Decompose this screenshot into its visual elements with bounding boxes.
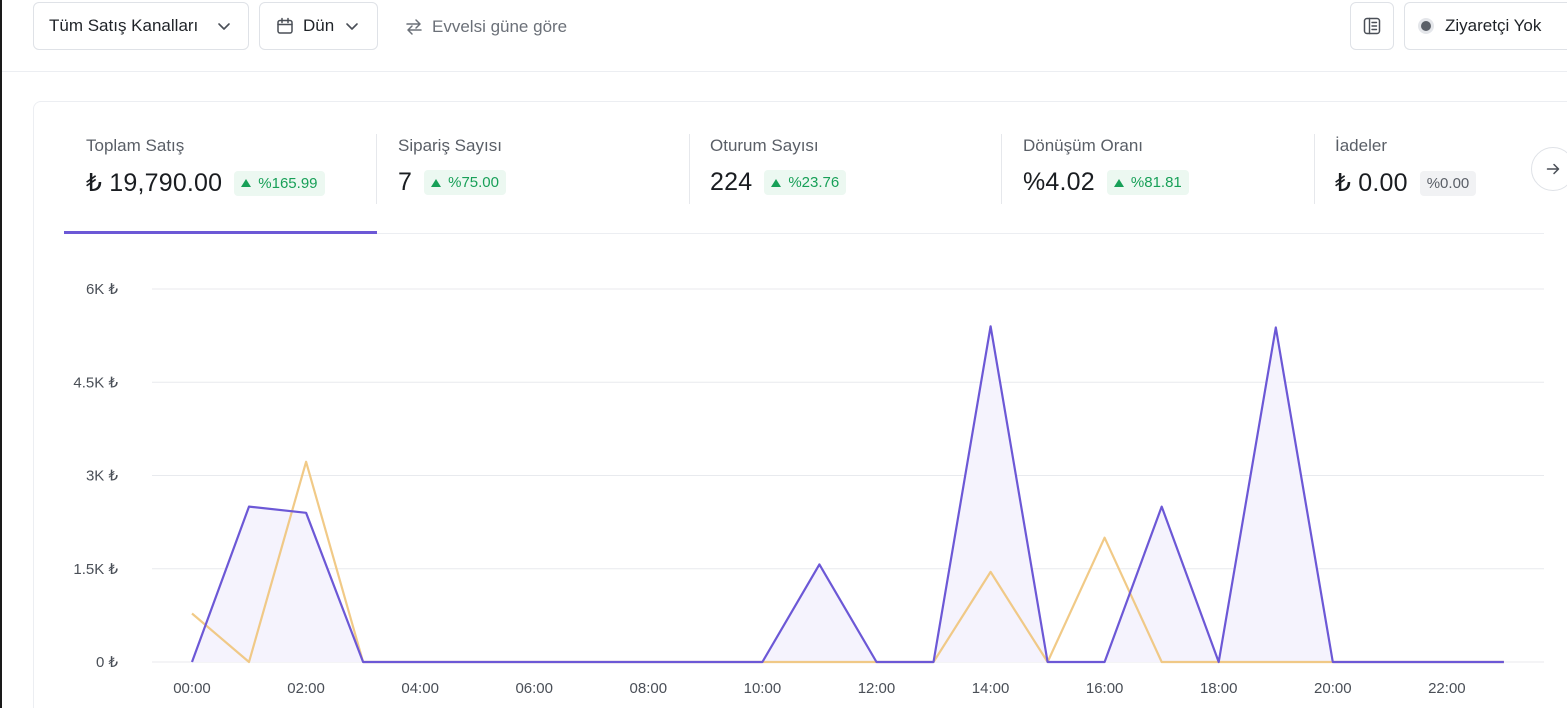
current-series-line xyxy=(190,325,1504,664)
metric-tab-refunds[interactable]: İadeler ₺ 0.00 %0.00 xyxy=(1335,132,1477,204)
top-toolbar: Tüm Satış Kanalları Dün Evvelsi güne gör… xyxy=(2,0,1567,72)
chevron-down-icon xyxy=(346,23,358,30)
swap-arrows-icon xyxy=(406,19,422,35)
compare-toggle[interactable]: Evvelsi güne göre xyxy=(404,14,567,40)
change-value: %165.99 xyxy=(258,174,318,192)
x-tick-label: 18:00 xyxy=(1200,680,1238,697)
live-visitors-button[interactable]: Ziyaretçi Yok xyxy=(1404,2,1567,50)
metric-label: Sipariş Sayısı xyxy=(398,136,502,155)
x-tick-label: 22:00 xyxy=(1428,680,1466,697)
change-badge: %0.00 xyxy=(1419,170,1477,196)
date-range-label: Dün xyxy=(303,16,335,35)
date-range-dropdown[interactable]: Dün xyxy=(259,2,378,50)
metric-divider xyxy=(1001,134,1002,204)
trend-up-icon xyxy=(771,178,782,187)
change-value: %23.76 xyxy=(788,174,840,191)
x-tick-label: 02:00 xyxy=(287,680,325,697)
metric-value: ₺ 0.00 xyxy=(1335,169,1408,197)
x-tick-label: 10:00 xyxy=(744,680,782,697)
arrow-right-icon xyxy=(1546,163,1560,175)
visitor-label: Ziyaretçi Yok xyxy=(1445,16,1542,35)
change-value: %0.00 xyxy=(1426,174,1470,192)
metric-value: 224 xyxy=(710,168,753,196)
x-tick-label: 16:00 xyxy=(1086,680,1124,697)
metric-divider xyxy=(1314,134,1315,204)
metric-tab-total-sales[interactable]: Toplam Satış ₺ 19,790.00 %165.99 xyxy=(86,132,325,204)
chevron-down-icon xyxy=(218,23,230,30)
metric-tabs: Toplam Satış ₺ 19,790.00 %165.99 Sipariş… xyxy=(64,102,1567,234)
calendar-icon xyxy=(277,17,293,34)
current-series-area xyxy=(192,326,1504,662)
metric-label: Dönüşüm Oranı xyxy=(1023,136,1143,155)
status-dot-icon xyxy=(1421,21,1431,31)
active-tab-indicator xyxy=(64,231,377,234)
compare-label: Evvelsi güne göre xyxy=(432,17,568,36)
y-tick-label: 0 ₺ xyxy=(96,654,119,671)
y-tick-label: 6K ₺ xyxy=(86,281,119,298)
x-tick-label: 20:00 xyxy=(1314,680,1352,697)
change-badge: %165.99 xyxy=(234,170,325,196)
change-badge: %81.81 xyxy=(1106,170,1189,195)
x-tick-label: 04:00 xyxy=(401,680,439,697)
change-value: %81.81 xyxy=(1130,174,1182,191)
x-tick-label: 08:00 xyxy=(630,680,668,697)
trend-up-icon xyxy=(241,179,252,187)
metric-divider xyxy=(376,134,377,204)
trend-up-icon xyxy=(1113,178,1124,187)
metric-label: Oturum Sayısı xyxy=(710,136,819,155)
trend-up-icon xyxy=(431,178,442,187)
sales-channel-label: Tüm Satış Kanalları xyxy=(49,16,199,35)
y-tick-label: 3K ₺ xyxy=(86,468,119,485)
y-tick-label: 4.5K ₺ xyxy=(73,374,118,391)
panel-layout-button[interactable] xyxy=(1350,2,1394,50)
metric-divider xyxy=(689,134,690,204)
sales-overview-card: Toplam Satış ₺ 19,790.00 %165.99 Sipariş… xyxy=(33,101,1567,708)
sales-line-chart: 0 ₺ 1.5K ₺ 3K ₺ 4.5K ₺ 6K ₺ 00:00 02:00 04:00 06… xyxy=(73,281,1544,697)
metric-value: 7 xyxy=(398,168,413,196)
sales-channel-dropdown[interactable]: Tüm Satış Kanalları xyxy=(33,2,249,50)
metric-tab-conversion-rate[interactable]: Dönüşüm Oranı %4.02 %81.81 xyxy=(1023,132,1189,204)
metric-value: ₺ 19,790.00 xyxy=(86,169,223,197)
y-tick-label: 1.5K ₺ xyxy=(73,561,118,578)
x-tick-label: 12:00 xyxy=(858,680,896,697)
change-value: %75.00 xyxy=(448,174,499,191)
x-tick-label: 14:00 xyxy=(972,680,1010,697)
metric-tab-session-count[interactable]: Oturum Sayısı 224 %23.76 xyxy=(710,132,847,204)
change-badge: %75.00 xyxy=(424,170,506,195)
metric-value: %4.02 xyxy=(1023,168,1095,196)
change-badge: %23.76 xyxy=(764,170,847,195)
metric-label: İadeler xyxy=(1335,136,1387,155)
x-tick-label: 00:00 xyxy=(173,680,211,697)
panel-layout-icon xyxy=(1363,17,1381,35)
metric-tab-order-count[interactable]: Sipariş Sayısı 7 %75.00 xyxy=(398,132,506,204)
next-metrics-button[interactable] xyxy=(1531,147,1567,191)
x-tick-label: 06:00 xyxy=(515,680,553,697)
metric-label: Toplam Satış xyxy=(86,136,185,155)
